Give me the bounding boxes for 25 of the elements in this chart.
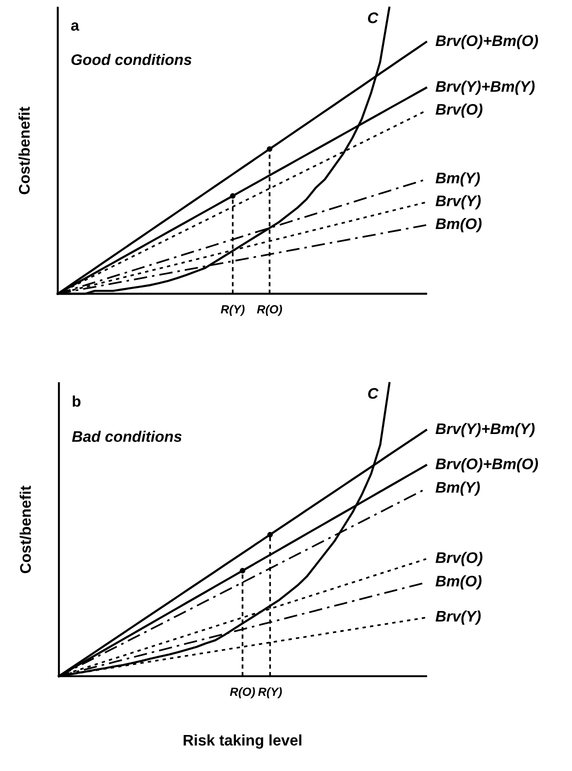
series-label: Brv(Y) bbox=[436, 610, 481, 625]
annotation: Bad conditions bbox=[72, 430, 182, 442]
series-label: Brv(O)+Bm(O) bbox=[436, 34, 538, 50]
y-axis-title: Cost/benefit bbox=[18, 106, 30, 194]
x-tick-label: R(O) bbox=[230, 687, 255, 698]
x-axis-title: Risk taking level bbox=[184, 734, 302, 749]
series-label: Bm(O) bbox=[436, 575, 482, 590]
series-label: Brv(Y)+Bm(Y) bbox=[436, 80, 535, 95]
series-label: Bm(O) bbox=[436, 218, 482, 232]
series-label: Brv(Y)+Bm(Y) bbox=[436, 422, 535, 438]
series-label: C bbox=[368, 12, 378, 24]
x-tick-label: R(Y) bbox=[220, 304, 245, 316]
x-tick-label: R(Y) bbox=[258, 687, 282, 698]
series-label: C bbox=[368, 388, 379, 399]
series-label: Bm(Y) bbox=[436, 172, 480, 186]
series-label: Brv(O) bbox=[436, 552, 482, 566]
x-tick-label: R(O) bbox=[257, 304, 282, 316]
annotation: Good conditions bbox=[71, 54, 192, 66]
series-label: Bm(Y) bbox=[436, 482, 480, 496]
series-label: Brv(O)+Bm(O) bbox=[436, 458, 538, 472]
annotation: b bbox=[72, 396, 80, 407]
series-label: Brv(O) bbox=[436, 104, 482, 118]
series-label: Brv(Y) bbox=[436, 195, 481, 210]
y-axis-title: Cost/benefit bbox=[20, 486, 32, 574]
annotation: a bbox=[71, 22, 80, 31]
